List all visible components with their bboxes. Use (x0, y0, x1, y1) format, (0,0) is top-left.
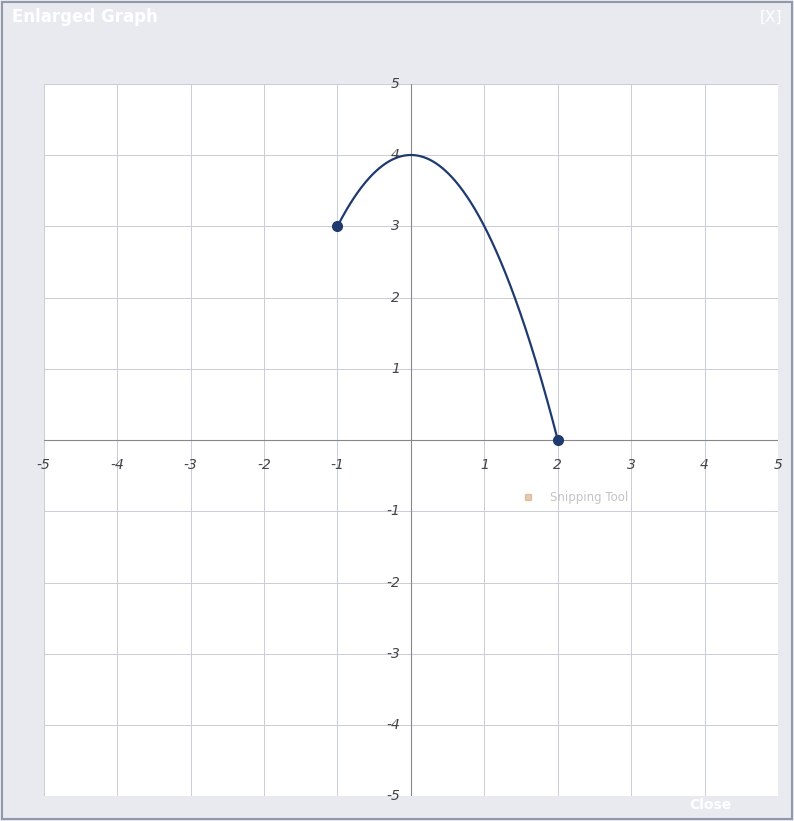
Text: -3: -3 (183, 458, 198, 472)
Text: 1: 1 (391, 362, 400, 376)
Text: -5: -5 (386, 789, 400, 804)
Text: -2: -2 (386, 576, 400, 589)
Text: 3: 3 (626, 458, 636, 472)
Text: 4: 4 (391, 148, 400, 162)
Text: -4: -4 (386, 718, 400, 732)
Text: Enlarged Graph: Enlarged Graph (12, 8, 158, 26)
Text: -5: -5 (37, 458, 51, 472)
Text: 2: 2 (391, 291, 400, 305)
Text: Close: Close (689, 798, 732, 813)
Text: -4: -4 (110, 458, 124, 472)
Text: 4: 4 (700, 458, 709, 472)
Text: [X]: [X] (760, 10, 782, 25)
Text: 1: 1 (480, 458, 489, 472)
Text: -1: -1 (386, 504, 400, 518)
Text: 3: 3 (391, 219, 400, 233)
Text: Snipping Tool: Snipping Tool (550, 491, 629, 503)
Text: -3: -3 (386, 647, 400, 661)
Text: 2: 2 (553, 458, 562, 472)
Text: -2: -2 (257, 458, 271, 472)
Text: -1: -1 (330, 458, 345, 472)
Text: 5: 5 (773, 458, 783, 472)
Text: 5: 5 (391, 76, 400, 91)
